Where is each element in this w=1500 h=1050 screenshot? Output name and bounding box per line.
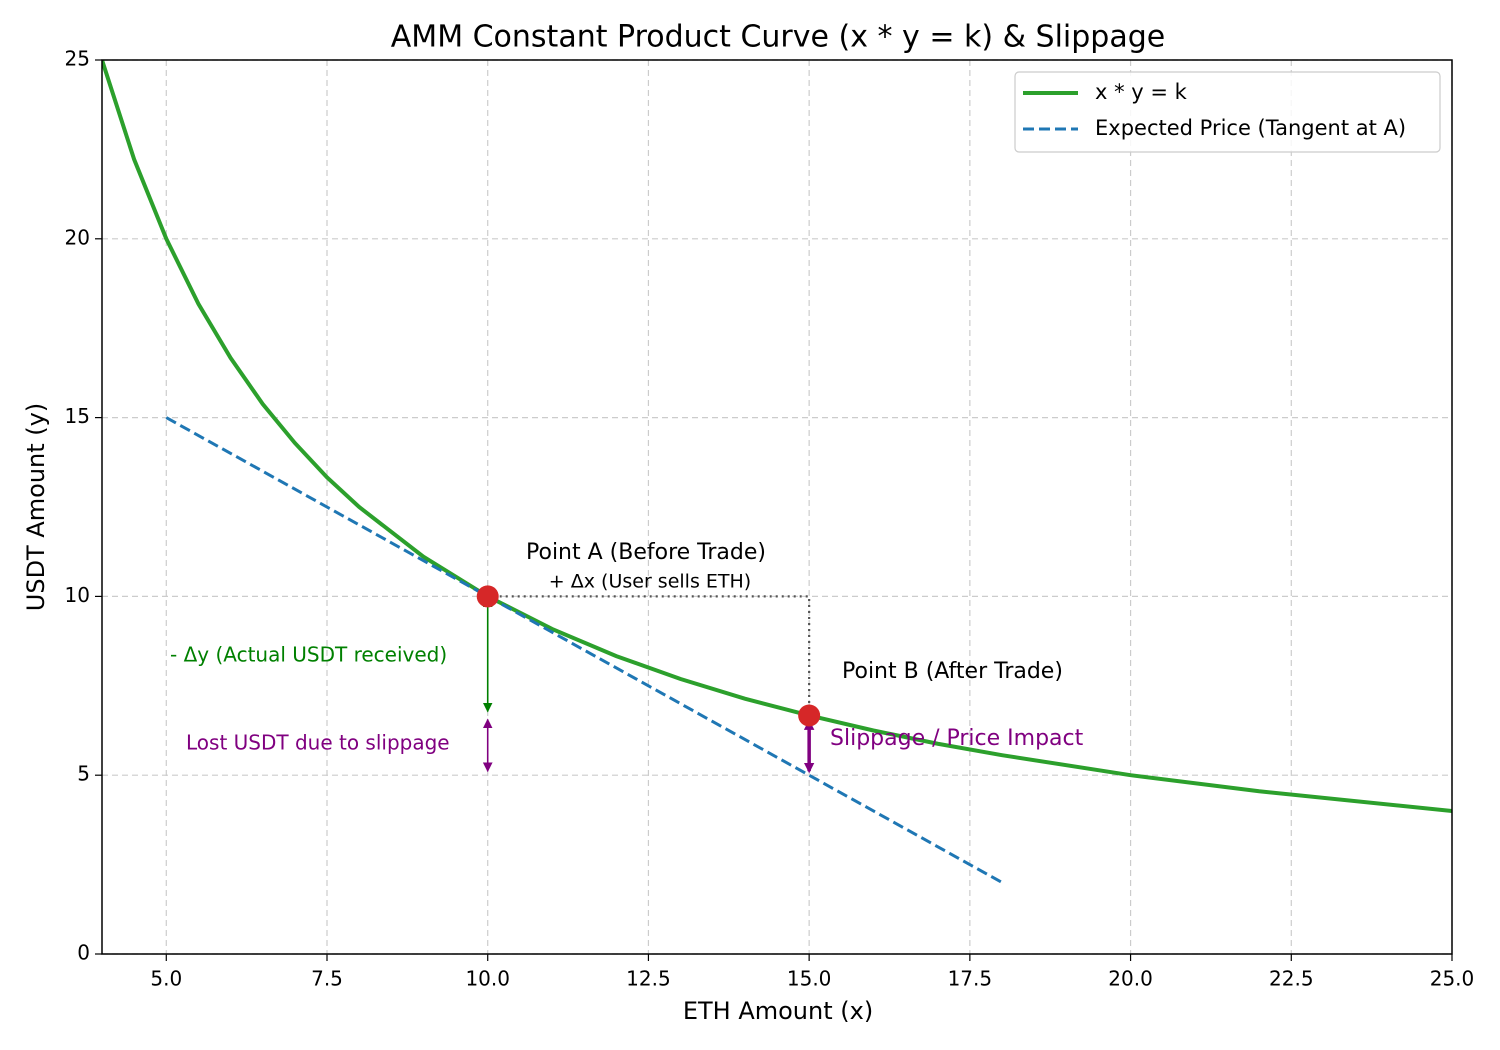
- chart-title: AMM Constant Product Curve (x * y = k) &…: [391, 20, 1165, 55]
- legend-label: Expected Price (Tangent at A): [1095, 116, 1406, 140]
- annotation: Lost USDT due to slippage: [186, 731, 450, 755]
- x-tick-label: 25.0: [1430, 967, 1475, 991]
- x-tick-label: 7.5: [311, 967, 343, 991]
- y-tick-label: 25: [65, 47, 90, 71]
- y-tick-label: 5: [77, 762, 90, 786]
- x-tick-label: 22.5: [1269, 967, 1314, 991]
- y-axis-label: USDT Amount (y): [22, 403, 50, 611]
- annotation: + Δx (User sells ETH): [549, 571, 751, 593]
- point: [798, 704, 821, 727]
- y-tick-label: 15: [65, 404, 90, 428]
- legend-label: x * y = k: [1095, 80, 1188, 104]
- annotation: Point B (After Trade): [842, 659, 1063, 684]
- annotation: Slippage / Price Impact: [830, 726, 1084, 751]
- plot-frame: [101, 59, 1453, 955]
- x-tick-label: 15.0: [787, 967, 832, 991]
- x-tick-label: 17.5: [948, 967, 993, 991]
- y-tick-label: 0: [77, 941, 90, 965]
- series-line: [165, 416, 1003, 884]
- y-tick-label: 10: [65, 583, 90, 607]
- y-tick-label: 20: [65, 225, 90, 249]
- annotation: Point A (Before Trade): [526, 540, 766, 565]
- x-tick-label: 20.0: [1108, 967, 1153, 991]
- annotation: - Δy (Actual USDT received): [170, 643, 447, 667]
- point: [476, 585, 499, 608]
- x-axis-label: ETH Amount (x): [683, 997, 873, 1025]
- x-tick-label: 12.5: [626, 967, 671, 991]
- x-tick-label: 10.0: [465, 967, 510, 991]
- legend-box: [1014, 71, 1441, 153]
- x-tick-label: 5.0: [150, 967, 182, 991]
